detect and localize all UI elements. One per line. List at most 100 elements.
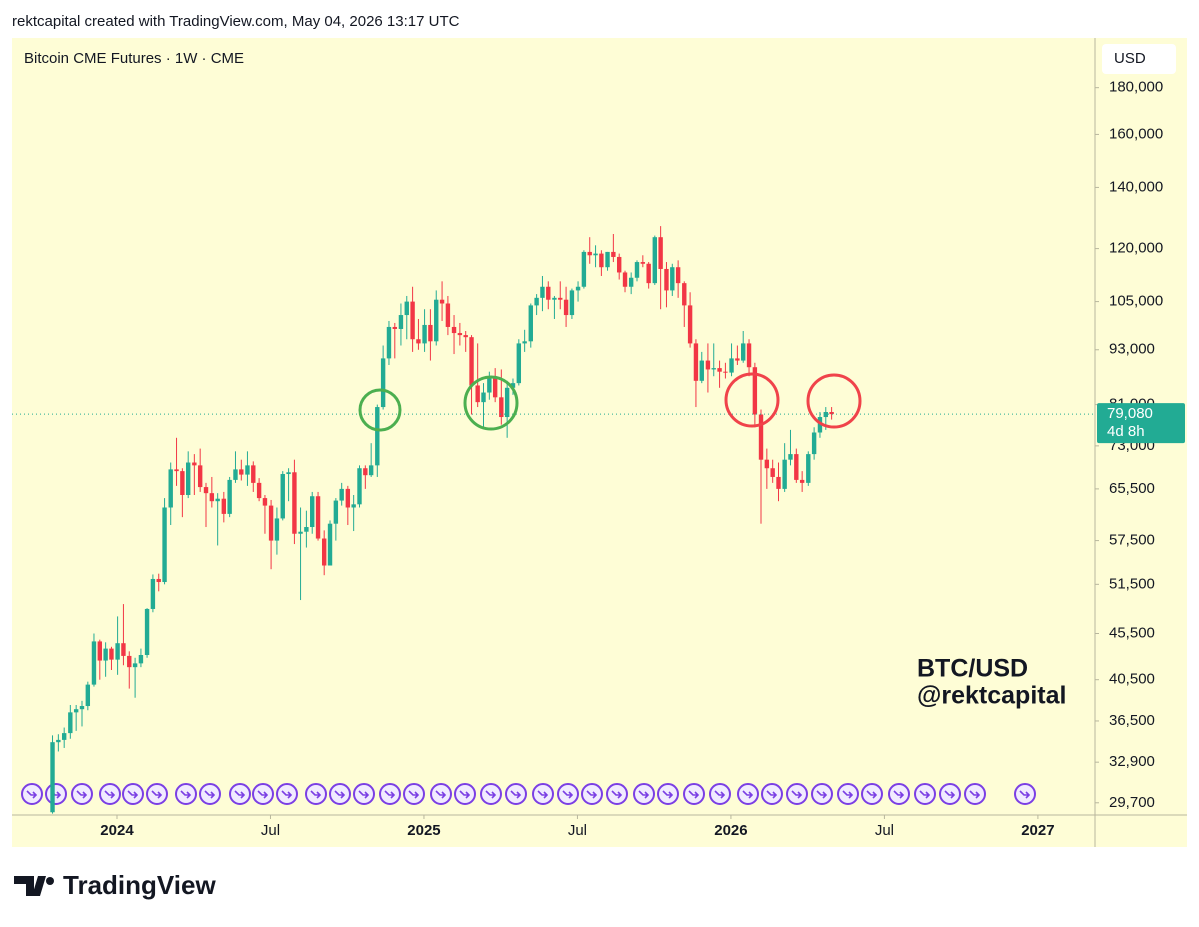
x-tick-label: Jul [261,822,280,839]
candle-body [221,498,227,514]
candle-body [569,290,575,316]
candle-body [186,462,191,495]
event-icon [761,783,783,805]
highlight-circle [724,372,780,428]
candle-body [357,468,362,505]
candle-body [752,367,758,415]
candle-body [280,474,285,519]
candle-body [50,742,55,813]
candle-body [375,407,380,466]
candle-body [345,488,351,508]
candle-body [410,301,415,340]
candle-body [575,286,581,291]
candle-body [56,739,61,743]
candle-body [646,263,651,284]
highlight-circle [358,388,402,432]
candle-body [492,378,498,398]
candle-body [758,414,764,460]
event-icon-arrow [104,790,116,799]
candle-body [504,387,510,418]
event-icon [353,783,375,805]
candle-body [239,469,244,475]
event-icon-arrow [893,790,905,799]
y-tick-label: 40,500 [1109,671,1155,688]
x-tick-label: 2024 [100,822,134,839]
candle-body [463,335,468,338]
candle-body [729,358,734,373]
candle-body [445,303,451,327]
x-tick-label: Jul [568,822,587,839]
candle-body [717,368,722,372]
event-icon-arrow [151,790,163,799]
event-icon [329,783,351,805]
currency: USD [1114,50,1146,67]
candle-body [404,301,409,316]
event-icon [430,783,452,805]
event-icon [532,783,554,805]
y-tick-label: 93,000 [1109,341,1155,358]
candle-body [799,479,805,483]
event-icon [379,783,401,805]
countdown-label: 4d 8h [1107,423,1145,440]
event-icons [21,783,1036,805]
candle-body [68,712,73,734]
event-icon [229,783,251,805]
candle-body [563,299,569,316]
candle-body [599,253,604,268]
event-icon-arrow [408,790,420,799]
event-icon-arrow [334,790,346,799]
candle-body [386,326,392,359]
logo-icon [14,876,46,896]
candle-body [699,360,704,381]
y-tick-label: 32,900 [1109,753,1155,770]
event-icon [1014,783,1036,805]
x-tick-label: 2025 [407,822,440,839]
candle-body [97,641,102,661]
candle-body [256,482,262,499]
candle-body [203,487,209,494]
candle-body [215,498,220,502]
candle-body [481,392,486,403]
candle-body [457,333,463,336]
candle-body [292,472,297,534]
event-icon-arrow [485,790,497,799]
candle-body [776,476,781,489]
event-icon-arrow [766,790,778,799]
event-icon [146,783,168,805]
candle-body [150,578,156,609]
candle-body [711,368,716,370]
last-price-label: 79,080 [1107,405,1153,422]
candle-body [605,251,610,268]
event-icon [888,783,910,805]
candle-body [132,663,138,668]
event-icon-arrow [384,790,396,799]
candle-body [499,397,504,418]
candle-body [439,299,445,304]
event-icon [737,783,759,805]
event-icon-arrow [26,790,38,799]
candle-body [156,578,161,583]
candle-body [315,496,321,539]
event-icon [606,783,628,805]
candle-body [180,471,185,495]
candle-body [209,493,215,502]
event-icon-arrow [459,790,471,799]
candle-body [652,237,658,284]
candle-body [682,283,687,306]
candle-body [351,504,356,508]
candle-body [794,454,799,480]
y-tick-label: 160,000 [1109,125,1163,142]
currency-box [1102,44,1176,74]
x-tick-label: 2026 [714,822,747,839]
candle-body [121,643,126,656]
candle-body [368,465,374,476]
y-tick-label: 51,500 [1109,575,1155,592]
event-icon [480,783,502,805]
candle-body [398,315,404,329]
event-icon-arrow [866,790,878,799]
candle-body [138,654,144,664]
candle-body [392,326,397,329]
event-icon [122,783,144,805]
candle-body [321,538,327,566]
y-tick-label: 36,500 [1109,712,1155,729]
